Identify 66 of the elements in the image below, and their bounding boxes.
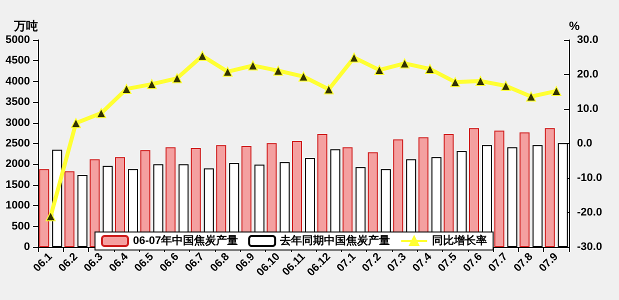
y2-tick-label: 30.0: [577, 34, 598, 46]
x-tick-label: 06.9: [234, 250, 258, 274]
x-tick-label: 07.5: [436, 250, 460, 274]
x-tick-label: 07.3: [385, 250, 409, 274]
point: [324, 84, 334, 94]
point: [248, 60, 258, 71]
point: [122, 84, 132, 94]
y-axis-title: 万吨: [13, 19, 38, 33]
y-tick-label: 0: [24, 241, 30, 253]
x-tick-label: 06.2: [56, 250, 80, 274]
bar: [64, 171, 74, 247]
legend-label: 去年同期中国焦炭产量: [279, 234, 390, 247]
bar: [494, 130, 504, 247]
bar: [544, 128, 555, 247]
x-tick-label: 07.8: [512, 250, 536, 274]
point: [424, 64, 435, 74]
x-tick-label: 06.6: [158, 250, 182, 274]
bar: [520, 132, 530, 247]
x-tick-label: 07.4: [410, 250, 435, 274]
y2-tick-label: 0.0: [577, 138, 592, 150]
point: [46, 211, 56, 222]
legend-label: 06-07年中国焦炭产量: [133, 234, 238, 247]
point: [450, 77, 460, 88]
y2-axis-title: %: [569, 19, 580, 33]
point: [500, 80, 511, 91]
y-tick-label: 3500: [6, 96, 30, 108]
y-tick-label: 500: [12, 220, 30, 232]
point: [476, 76, 486, 86]
y-tick-label: 4000: [6, 75, 30, 88]
x-tick-label: 06.1: [31, 250, 55, 274]
point: [400, 58, 410, 68]
point: [146, 79, 157, 90]
x-tick-label: 07.2: [360, 250, 384, 274]
x-tick-label: 06.8: [208, 250, 232, 274]
y2-tick-label: -20.0: [577, 206, 602, 218]
x-tick-label: 06.4: [107, 250, 132, 274]
bar: [90, 159, 100, 247]
x-tick-label: 06.3: [82, 250, 106, 274]
y-tick-label: 4500: [6, 54, 30, 67]
point: [273, 66, 284, 76]
bar: [39, 169, 50, 247]
point: [526, 92, 536, 102]
y-tick-label: 1000: [6, 200, 30, 212]
point: [96, 108, 106, 118]
point: [374, 65, 384, 76]
y2-tick-label: 10.0: [577, 103, 598, 115]
x-tick-label: 07.1: [334, 250, 358, 274]
y-tick-label: 2000: [6, 158, 30, 170]
y-tick-label: 3000: [6, 116, 30, 129]
y2-tick-label: -10.0: [577, 172, 602, 184]
y2-tick-label: -30.0: [577, 241, 602, 253]
point: [349, 52, 360, 63]
point: [172, 73, 182, 84]
x-tick-label: 07.9: [536, 250, 561, 274]
point: [197, 50, 208, 61]
point: [222, 66, 233, 77]
y-tick-label: 2500: [6, 138, 30, 150]
point: [551, 86, 562, 96]
point: [298, 72, 308, 82]
y2-tick-label: 20.0: [577, 68, 598, 80]
x-tick-label: 06.5: [132, 250, 156, 274]
y-tick-label: 5000: [6, 34, 30, 46]
x-tick-label: 07.6: [461, 250, 485, 274]
point: [70, 118, 81, 128]
y-tick-label: 1500: [6, 178, 30, 191]
legend-label: 同比增长率: [432, 234, 488, 247]
